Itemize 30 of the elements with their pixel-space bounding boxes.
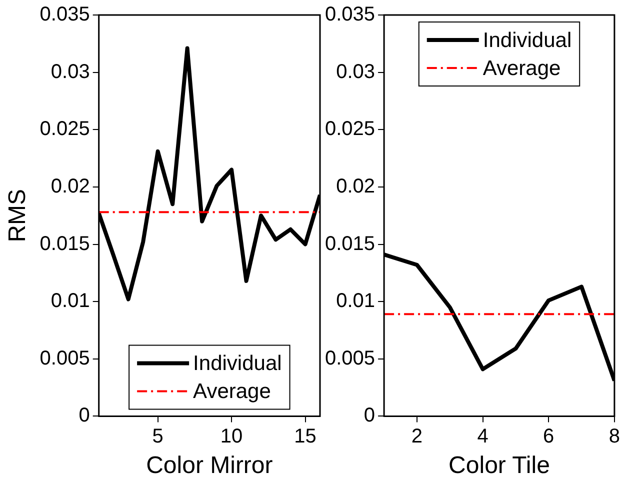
y-tick-label: 0 (364, 404, 376, 427)
y-tick-label: 0.025 (40, 118, 90, 140)
y-tick-label: 0.03 (50, 60, 90, 83)
y-tick-label: 0.005 (40, 347, 90, 370)
y-axis-title: RMS (4, 188, 32, 242)
y-tick-label: 0.01 (50, 290, 90, 312)
legend-label: Individual (482, 28, 572, 52)
x-tick-label: 2 (411, 426, 423, 448)
y-tick-label: 0.02 (50, 175, 90, 198)
y-tick-label: 0.035 (40, 4, 90, 26)
x-tick-label: 10 (220, 426, 243, 448)
x-tick-label: 6 (543, 426, 554, 448)
x-tick-label: 5 (152, 426, 164, 448)
y-tick-label: 0.015 (40, 232, 90, 255)
x-axis-title: Color Mirror (146, 452, 273, 480)
y-tick-label: 0 (78, 404, 90, 427)
x-tick-label: 8 (608, 426, 620, 448)
legend-label: Individual (193, 352, 282, 375)
y-tick-label: 0.01 (336, 290, 376, 312)
x-tick-label: 4 (477, 426, 488, 448)
x-axis-title: Color Tile (448, 452, 550, 480)
legend-label: Average (193, 380, 271, 403)
y-tick-label: 0.035 (324, 4, 376, 26)
y-tick-label: 0.025 (324, 118, 376, 140)
y-tick-label: 0.03 (336, 60, 376, 83)
y-tick-label: 0.02 (336, 175, 376, 198)
x-tick-label: 15 (294, 426, 316, 448)
y-tick-label: 0.005 (324, 347, 376, 370)
y-tick-label: 0.015 (324, 232, 376, 255)
legend-label: Average (482, 56, 561, 80)
